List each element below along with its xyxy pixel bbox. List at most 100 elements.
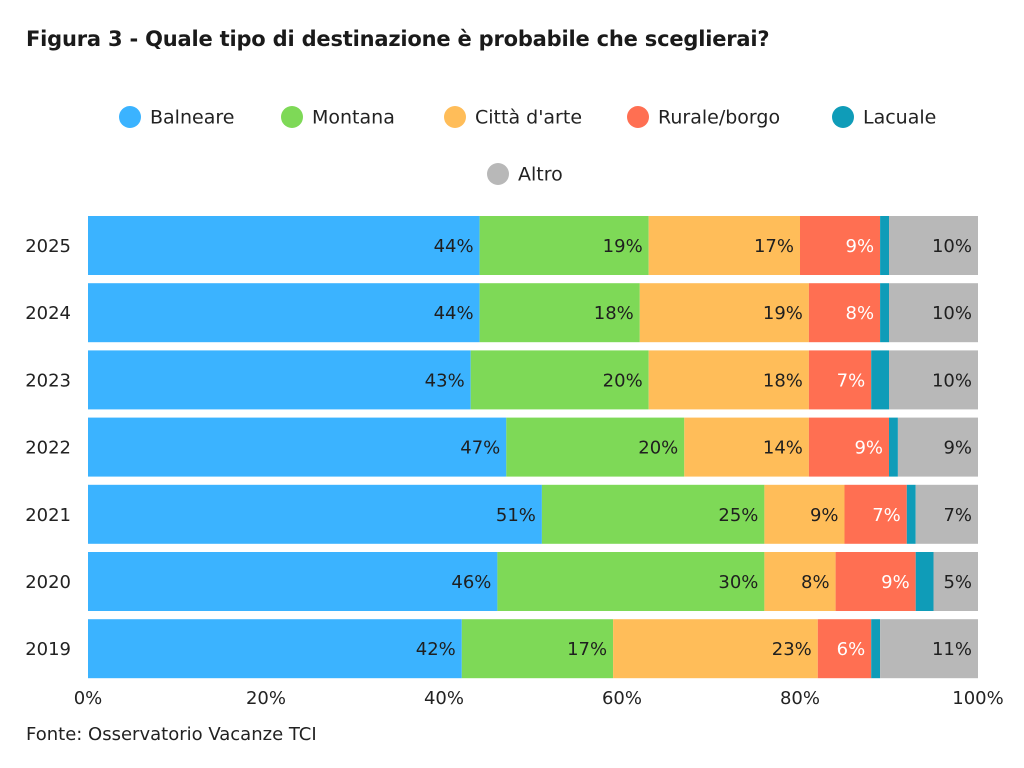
x-tick-label: 60% <box>602 688 642 709</box>
bar-segment <box>889 350 978 410</box>
data-label: 46% <box>451 572 491 593</box>
legend-label: Altro <box>518 164 563 186</box>
bar-segment <box>808 417 889 477</box>
legend-swatch <box>487 163 509 185</box>
bar-segment <box>889 417 898 477</box>
data-label: 9% <box>810 505 839 526</box>
bar-segment <box>497 552 765 611</box>
data-label: 8% <box>846 303 875 324</box>
x-tick-label: 0% <box>74 688 103 709</box>
data-label: 5% <box>943 572 972 593</box>
bar-segment <box>889 283 978 343</box>
bar-segment <box>844 484 907 544</box>
bar-segment <box>808 283 881 343</box>
data-label: 18% <box>763 370 803 391</box>
data-label: 20% <box>638 438 678 459</box>
bar-segment <box>871 350 889 410</box>
y-tick-label: 2021 <box>25 505 71 526</box>
data-label: 17% <box>754 236 794 257</box>
x-tick-label: 100% <box>952 688 1003 709</box>
bar-row-2020: 46% 30% 8% 9% 5% <box>88 552 978 611</box>
bar-segment <box>88 619 462 679</box>
bar-segment <box>933 552 978 611</box>
y-tick-label: 2024 <box>25 303 71 324</box>
data-label: 47% <box>460 438 500 459</box>
data-label: 7% <box>943 505 972 526</box>
data-label: 17% <box>567 639 607 660</box>
bar-segment <box>461 619 614 679</box>
bar-row-2019: 42% 17% 23% 6% 11% <box>88 619 978 679</box>
bar-segment <box>835 552 916 611</box>
data-label: 7% <box>872 505 901 526</box>
data-label: 11% <box>932 639 972 660</box>
data-label: 7% <box>837 370 866 391</box>
y-tick-label: 2019 <box>25 639 71 660</box>
y-tick-label: 2022 <box>25 438 71 459</box>
x-axis: 0% 20% 40% 60% 80% 100% <box>74 688 1004 709</box>
legend-label: Rurale/borgo <box>658 107 780 129</box>
legend: Balneare Montana Città d'arte Rurale/borgo L… <box>119 106 936 186</box>
legend-swatch <box>832 106 854 128</box>
bar-segment <box>648 350 809 410</box>
bar-segment <box>817 619 872 679</box>
y-tick-label: 2025 <box>25 236 71 257</box>
y-tick-label: 2023 <box>25 370 71 391</box>
data-label: 18% <box>594 303 634 324</box>
bar-segment <box>639 283 809 343</box>
bar-segment <box>541 484 765 544</box>
bar-segment <box>880 283 889 343</box>
data-label: 8% <box>801 572 830 593</box>
legend-item-1: Montana <box>281 106 395 129</box>
data-label: 20% <box>603 370 643 391</box>
data-label: 43% <box>425 370 465 391</box>
data-label: 6% <box>837 639 866 660</box>
legend-label: Montana <box>312 107 395 129</box>
bar-segment <box>897 417 978 477</box>
data-label: 42% <box>416 639 456 660</box>
bar-segment <box>915 552 934 611</box>
legend-swatch <box>627 106 649 128</box>
x-tick-label: 80% <box>780 688 820 709</box>
bar-row-2022: 47% 20% 14% 9% 9% <box>88 417 978 477</box>
chart-title: Figura 3 - Quale tipo di destinazione è … <box>26 27 770 51</box>
legend-item-4: Lacuale <box>832 106 936 129</box>
bar-row-2024: 44% 18% 19% 8% 10% <box>88 283 978 343</box>
y-axis: 2025 2024 2023 2022 2021 2020 2019 <box>25 236 71 660</box>
x-tick-label: 20% <box>246 688 286 709</box>
data-label: 19% <box>603 236 643 257</box>
x-tick-label: 40% <box>424 688 464 709</box>
data-label: 44% <box>434 236 474 257</box>
bar-segment <box>880 619 978 679</box>
bar-segment <box>88 552 498 611</box>
data-label: 9% <box>881 572 910 593</box>
legend-item-5: Altro <box>487 163 563 186</box>
bar-segment <box>800 216 881 275</box>
data-label: 9% <box>943 438 972 459</box>
legend-label: Lacuale <box>863 107 936 129</box>
legend-item-3: Rurale/borgo <box>627 106 780 129</box>
bar-row-2021: 51% 25% 9% 7% 7% <box>88 484 978 544</box>
bar-segment <box>764 484 845 544</box>
bar-segment <box>906 484 916 544</box>
source-note: Fonte: Osservatorio Vacanze TCI <box>26 724 317 745</box>
data-label: 23% <box>772 639 812 660</box>
data-label: 14% <box>763 438 803 459</box>
bar-segment <box>88 216 480 275</box>
data-label: 51% <box>496 505 536 526</box>
data-label: 10% <box>932 370 972 391</box>
legend-swatch <box>281 106 303 128</box>
bar-segment <box>764 552 836 611</box>
data-label: 25% <box>718 505 758 526</box>
bar-segment <box>479 283 640 343</box>
bar-segment <box>88 283 480 343</box>
legend-label: Balneare <box>150 107 234 129</box>
data-label: 10% <box>932 236 972 257</box>
legend-item-0: Balneare <box>119 106 234 129</box>
bar-segment <box>880 216 889 275</box>
data-label: 10% <box>932 303 972 324</box>
bar-segment <box>613 619 818 679</box>
bar-segment <box>506 417 685 477</box>
bar-segment <box>479 216 649 275</box>
bar-segment <box>915 484 978 544</box>
legend-label: Città d'arte <box>475 107 582 129</box>
